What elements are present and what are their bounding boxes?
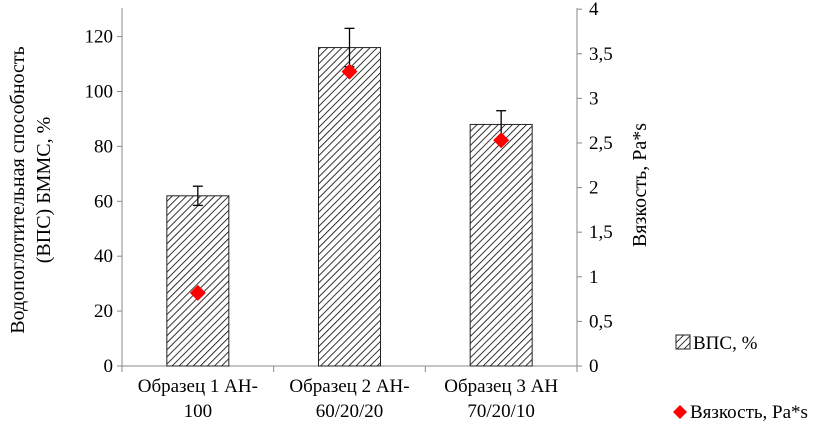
y2-tick-label: 3 [589,88,599,109]
y2-axis-title: Вязкость, Pa*s [629,123,651,247]
viscosity-marker [341,63,358,80]
x-category-label-line: 70/20/10 [467,401,535,422]
x-category-label: Образец 2 АН- 60/20/20 [289,376,409,422]
y2-tick-label: 1 [589,267,599,288]
viscosity-marker [189,284,206,301]
y-tick-label: 40 [94,246,113,267]
y-tick-label: 100 [85,82,114,103]
x-category-label-line: Образец 2 АН- [289,376,409,397]
y-tick-label: 0 [104,356,114,377]
viscosity-marker [493,132,510,149]
y2-tick-label: 4 [589,0,599,20]
legend-marker-swatch [673,405,687,419]
y-axis-title-line: Водопоглотительная способность [7,46,29,334]
y2-tick-label: 2,5 [589,133,613,154]
y2-tick-label: 1,5 [589,222,613,243]
y-axis-title: Водопоглотительная способность (ВПС) БММС… [7,46,55,334]
x-category-label-line: Образец 1 АН- [138,376,258,397]
y-tick-label: 20 [94,301,113,322]
y-tick-label: 60 [94,191,113,212]
y-tick-label: 80 [94,136,113,157]
x-category-label: Образец 3 АН 70/20/10 [444,376,558,422]
legend-bar-label: ВПС, % [693,333,758,354]
x-category-label-line: Образец 3 АН [444,376,558,397]
y2-tick-label: 2 [589,178,599,199]
y2-tick-label: 3,5 [589,44,613,65]
x-category-label-line: 100 [184,401,213,422]
y-tick-label: 120 [85,27,114,48]
legend-marker-label: Вязкость, Pa*s [690,402,808,423]
bar [166,195,230,367]
bar [318,47,381,367]
y2-tick-label: 0,5 [589,311,613,332]
y2-tick-label: 0 [589,356,599,377]
y-axis-title-line: (ВПС) БММС, % [33,117,55,264]
legend-bar-swatch [675,334,691,350]
bar [469,123,533,367]
x-category-label: Образец 1 АН- 100 [138,376,258,422]
x-category-label-line: 60/20/20 [316,401,384,422]
